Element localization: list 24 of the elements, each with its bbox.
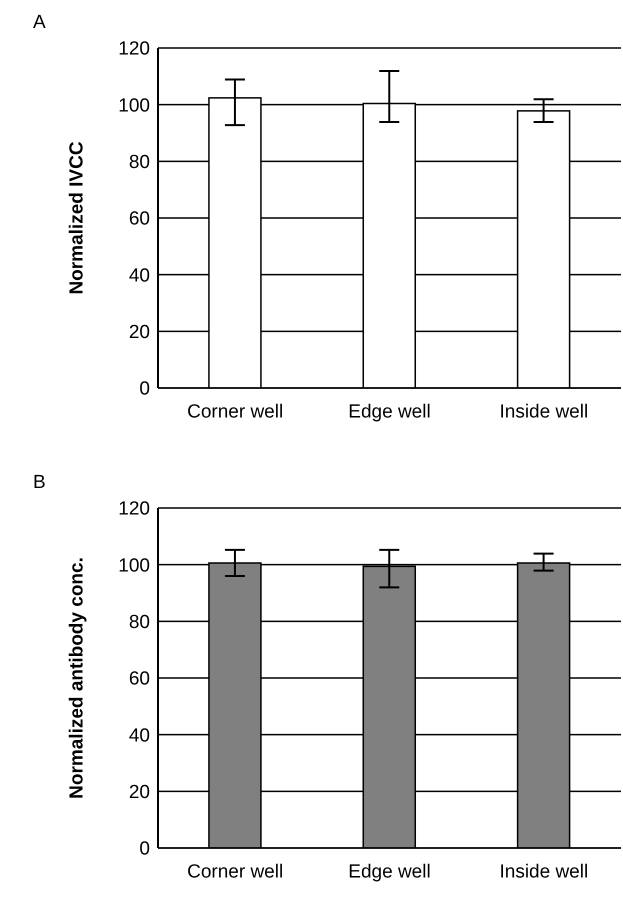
y-tick-label: 40 [128,265,150,286]
chart-title: A [33,12,46,34]
y-tick-label: 80 [128,152,150,174]
x-tick-label: Corner well [187,861,284,882]
y-axis-title: Normalized antibody conc. [66,557,88,799]
y-tick-label: 0 [139,838,150,860]
y-tick-label: 20 [128,322,150,344]
y-tick-label: 60 [128,668,150,690]
x-tick-label: Inside well [499,861,588,882]
x-tick-label: Edge well [348,401,431,422]
x-tick-label: Edge well [348,861,431,882]
x-tick-label: Inside well [499,401,588,422]
y-tick-label: 60 [128,208,150,230]
y-axis-title: Normalized IVCC [66,141,88,295]
y-tick-label: 0 [139,378,150,400]
y-tick-label: 100 [118,555,150,576]
chart-title: B [33,472,46,494]
y-tick-label: 100 [118,95,150,116]
y-tick-label: 120 [118,498,150,520]
y-tick-label: 80 [128,612,150,634]
y-tick-label: 120 [118,38,150,60]
x-tick-label: Corner well [187,401,284,422]
y-tick-label: 40 [128,725,150,746]
y-tick-label: 20 [128,782,150,804]
